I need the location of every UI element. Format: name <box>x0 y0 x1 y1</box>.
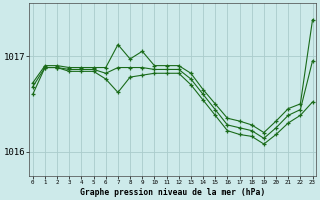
X-axis label: Graphe pression niveau de la mer (hPa): Graphe pression niveau de la mer (hPa) <box>80 188 265 197</box>
